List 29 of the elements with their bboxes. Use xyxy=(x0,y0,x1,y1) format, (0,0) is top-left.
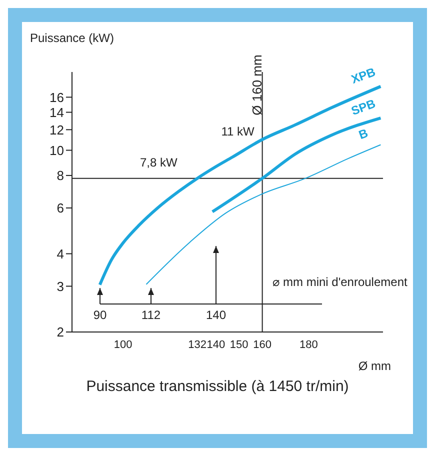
annotation: 90 xyxy=(93,308,107,322)
y-tick-label: 16 xyxy=(50,90,64,105)
x-tick-label: 160 xyxy=(253,338,272,351)
x-tick-label: 100 xyxy=(114,338,132,351)
y-tick-label: 4 xyxy=(56,246,64,262)
x-axis-title: Ø mm xyxy=(358,359,391,373)
text: B xyxy=(356,126,370,142)
annotation: 7,8 kW xyxy=(140,155,178,170)
text: SPB xyxy=(349,96,378,118)
x-tick-label: 150 xyxy=(230,338,248,351)
y-tick-label: 10 xyxy=(50,142,64,158)
y-tick-label: 2 xyxy=(56,324,64,340)
annotation: 140 xyxy=(206,308,226,322)
x-tick-label: 180 xyxy=(300,338,318,351)
text: XPB xyxy=(349,64,378,86)
line-series xyxy=(210,116,382,214)
y-axis-title: Puissance (kW) xyxy=(30,31,114,45)
y-tick-label: 12 xyxy=(50,122,64,138)
y-tick-label: 14 xyxy=(50,104,64,120)
annotation: ⌀ mm mini d'enroulement xyxy=(272,275,408,289)
annotation: 112 xyxy=(141,308,161,322)
text: Puissance transmissible (à 1450 tr/min) xyxy=(85,378,350,395)
ref-line-label: Ø 160 mm xyxy=(250,54,265,116)
x-tick-label: 132 xyxy=(188,338,207,351)
x-tick-label: 140 xyxy=(206,338,226,351)
y-tick-label: 3 xyxy=(56,278,64,294)
annotation: 11 kW xyxy=(221,124,255,139)
y-tick-label: 6 xyxy=(56,200,64,216)
y-tick-label: 8 xyxy=(56,168,64,184)
